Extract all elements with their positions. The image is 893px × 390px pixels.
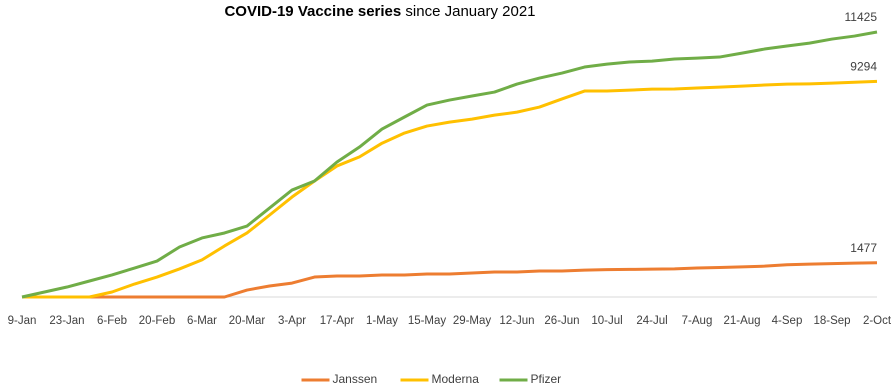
data-label: 11425 bbox=[845, 10, 878, 24]
legend-label: Moderna bbox=[432, 372, 480, 386]
chart-title: COVID-19 Vaccine series bbox=[224, 3, 401, 20]
x-tick-label: 9-Jan bbox=[8, 315, 37, 327]
series-line bbox=[22, 261, 878, 299]
x-tick-label: 7-Aug bbox=[682, 315, 713, 327]
x-tick-label: 6-Mar bbox=[187, 315, 217, 327]
data-label: 9294 bbox=[850, 60, 877, 74]
x-tick-label: 24-Jul bbox=[636, 315, 667, 327]
series-line bbox=[22, 79, 878, 299]
x-tick-label: 2-Oct bbox=[863, 315, 892, 327]
x-tick-label: 23-Jan bbox=[49, 315, 84, 327]
legend-label: Pfizer bbox=[531, 372, 562, 386]
chart-subtitle: since January 2021 bbox=[405, 3, 535, 20]
x-tick-label: 10-Jul bbox=[591, 315, 622, 327]
x-tick-label: 21-Aug bbox=[723, 315, 760, 327]
x-tick-label: 26-Jun bbox=[544, 315, 579, 327]
x-tick-label: 6-Feb bbox=[97, 315, 127, 327]
legend-label: Janssen bbox=[333, 372, 378, 386]
x-tick-label: 3-Apr bbox=[278, 315, 306, 327]
x-tick-label: 17-Apr bbox=[320, 315, 355, 327]
x-tick-label: 18-Sep bbox=[813, 315, 850, 327]
x-tick-label: 12-Jun bbox=[499, 315, 534, 327]
data-label: 1477 bbox=[850, 241, 877, 255]
x-tick-label: 29-May bbox=[453, 315, 492, 327]
x-tick-label: 20-Mar bbox=[229, 315, 266, 327]
series-line bbox=[21, 30, 878, 299]
x-tick-label: 15-May bbox=[408, 315, 447, 327]
x-tick-label: 20-Feb bbox=[139, 315, 175, 327]
x-tick-label: 1-May bbox=[366, 315, 398, 327]
x-tick-label: 4-Sep bbox=[772, 315, 803, 327]
chart-title-group: COVID-19 Vaccine series since January 20… bbox=[224, 3, 535, 20]
